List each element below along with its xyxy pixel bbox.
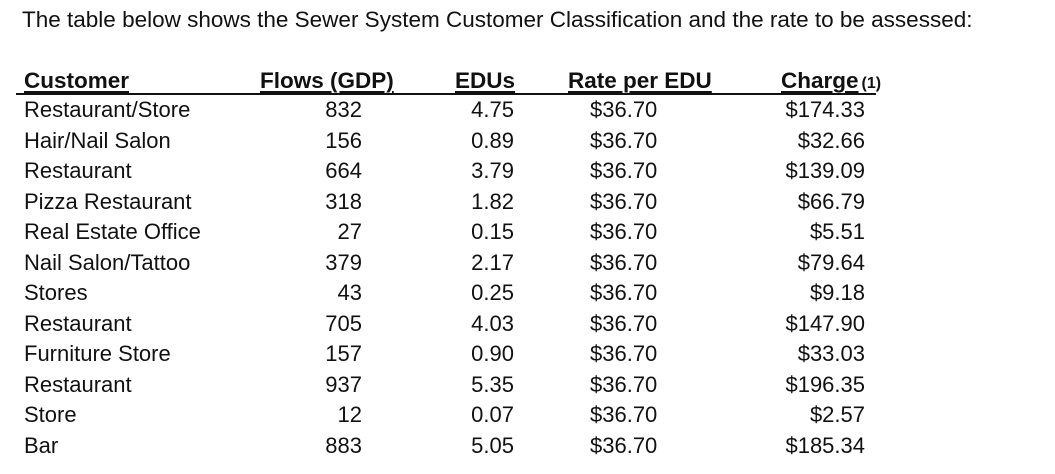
cell-rate: $36.70 (590, 280, 658, 305)
cell-customer: Restaurant/Store (24, 97, 191, 122)
cell-rate: $36.70 (590, 371, 658, 397)
cell-flows: 937 (325, 371, 362, 397)
cell-customer: Pizza Restaurant (24, 188, 192, 214)
cell-customer: Restaurant (24, 371, 132, 397)
cell-edus: 0.15 (471, 219, 514, 244)
cell-flows: 156 (325, 127, 362, 153)
cell-customer: Store (24, 402, 77, 427)
charge-footnote-marker: (1) (861, 75, 882, 92)
cell-charge: $185.34 (785, 432, 865, 458)
cell-edus: 5.05 (471, 432, 514, 458)
cell-customer: Hair/Nail Salon (24, 127, 171, 153)
cell-flows: 43 (337, 280, 362, 305)
cell-edus: 0.90 (471, 341, 514, 366)
cell-edus: 0.89 (471, 127, 514, 153)
cell-flows: 157 (325, 341, 362, 366)
cell-rate: $36.70 (590, 341, 658, 366)
cell-rate: $36.70 (590, 158, 658, 183)
cell-edus: 3.79 (471, 158, 514, 183)
table-row: Real Estate Office 27 0.15 $36.70 $5.51 (0, 217, 1055, 248)
intro-text: The table below shows the Sewer System C… (22, 7, 973, 32)
table-row: Store 12 0.07 $36.70 $2.57 (0, 400, 1055, 431)
cell-flows: 664 (325, 158, 362, 183)
cell-flows: 12 (337, 402, 362, 427)
table-row: Hair/Nail Salon 156 0.89 $36.70 $32.66 (0, 126, 1055, 157)
table-row: Restaurant 705 4.03 $36.70 $147.90 (0, 309, 1055, 340)
table-row: Stores 43 0.25 $36.70 $9.18 (0, 278, 1055, 309)
cell-charge: $2.57 (809, 402, 865, 427)
cell-charge: $196.35 (785, 371, 865, 397)
cell-charge: $66.79 (797, 188, 865, 214)
cell-edus: 0.25 (471, 280, 514, 305)
table-row: Restaurant/Store 832 4.75 $36.70 $174.33 (0, 95, 1055, 126)
header-rule (16, 93, 876, 95)
cell-flows: 883 (325, 432, 362, 458)
cell-charge: $9.18 (809, 280, 865, 305)
table-row: Pizza Restaurant 318 1.82 $36.70 $66.79 (0, 187, 1055, 218)
cell-customer: Furniture Store (24, 341, 171, 366)
header-charge: Charge (1) (781, 67, 881, 98)
cell-edus: 2.17 (471, 249, 514, 275)
cell-edus: 1.82 (471, 188, 514, 214)
cell-rate: $36.70 (590, 310, 658, 336)
cell-rate: $36.70 (590, 127, 658, 153)
cell-edus: 4.03 (471, 310, 514, 336)
cell-edus: 5.35 (471, 371, 514, 397)
cell-customer: Bar (24, 432, 59, 458)
cell-edus: 4.75 (471, 97, 514, 122)
cell-customer: Nail Salon/Tattoo (24, 249, 191, 275)
table-row: Nail Salon/Tattoo 379 2.17 $36.70 $79.64 (0, 248, 1055, 279)
cell-charge: $5.51 (809, 219, 865, 244)
cell-customer: Restaurant (24, 310, 132, 336)
cell-rate: $36.70 (590, 402, 658, 427)
cell-charge: $174.33 (785, 97, 865, 122)
header-edus: EDUs (455, 68, 516, 93)
table-row: Restaurant 937 5.35 $36.70 $196.35 (0, 370, 1055, 401)
cell-flows: 705 (325, 310, 362, 336)
cell-rate: $36.70 (590, 219, 658, 244)
cell-flows: 832 (325, 97, 362, 122)
cell-edus: 0.07 (471, 402, 514, 427)
table-body: Restaurant/Store 832 4.75 $36.70 $174.33 Hair… (0, 95, 1055, 461)
cell-rate: $36.70 (590, 97, 658, 122)
cell-charge: $32.66 (797, 127, 865, 153)
table-row: Bar 883 5.05 $36.70 $185.34 (0, 431, 1055, 462)
cell-charge: $79.64 (797, 249, 865, 275)
cell-rate: $36.70 (590, 249, 658, 275)
table-row: Furniture Store 157 0.90 $36.70 $33.03 (0, 339, 1055, 370)
cell-charge: $147.90 (785, 310, 865, 336)
header-customer: Customer (24, 68, 130, 93)
cell-customer: Stores (24, 280, 88, 305)
cell-flows: 27 (337, 219, 362, 244)
cell-rate: $36.70 (590, 432, 658, 458)
table-row: Restaurant 664 3.79 $36.70 $139.09 (0, 156, 1055, 187)
cell-charge: $139.09 (785, 158, 865, 183)
header-charge-label: Charge (781, 68, 859, 93)
cell-flows: 318 (325, 188, 362, 214)
header-flows: Flows (GDP) (260, 68, 394, 93)
cell-rate: $36.70 (590, 188, 658, 214)
cell-customer: Restaurant (24, 158, 132, 183)
cell-charge: $33.03 (797, 341, 865, 366)
cell-flows: 379 (325, 249, 362, 275)
header-rate-per-edu: Rate per EDU (568, 68, 712, 93)
cell-customer: Real Estate Office (24, 219, 201, 244)
